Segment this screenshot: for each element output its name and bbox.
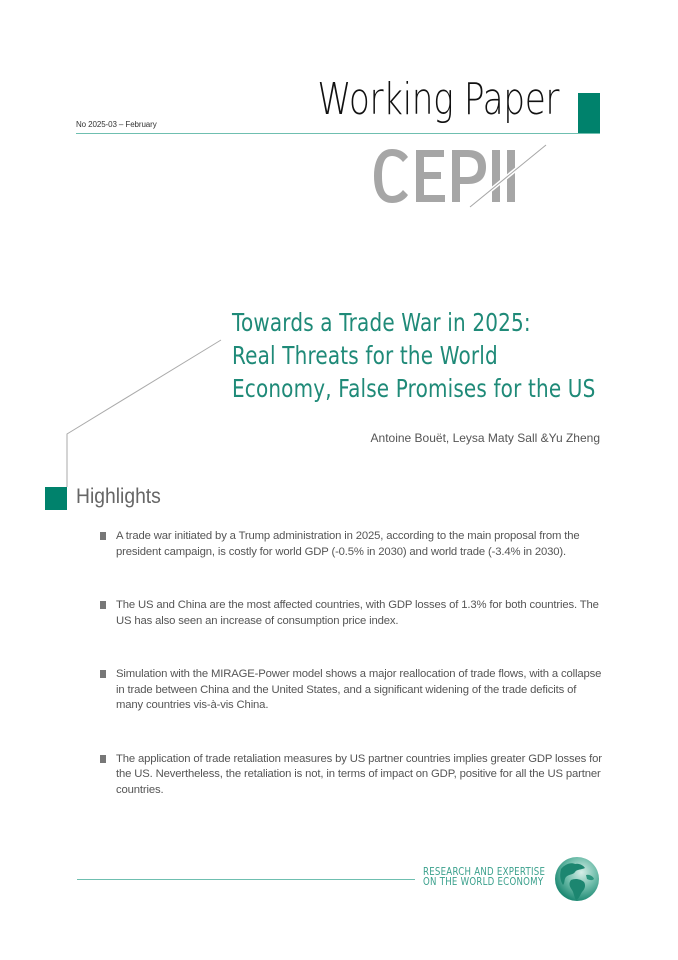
paper-title: Towards a Trade War in 2025: Real Threat… bbox=[232, 306, 595, 405]
highlight-item: The application of trade retaliation mea… bbox=[100, 752, 605, 799]
highlights-heading: Highlights bbox=[76, 485, 161, 508]
highlight-text: The application of trade retaliation mea… bbox=[116, 752, 602, 796]
tagline-line-2: ON THE WORLD ECONOMY bbox=[423, 876, 544, 888]
bullet-square-icon bbox=[100, 601, 106, 609]
footer-tagline: RESEARCH AND EXPERTISE ON THE WORLD ECON… bbox=[423, 866, 546, 888]
highlights-list: A trade war initiated by a Trump adminis… bbox=[100, 529, 605, 836]
highlight-text: Simulation with the MIRAGE-Power model s… bbox=[116, 668, 602, 711]
footer-divider bbox=[77, 879, 415, 880]
highlights-square bbox=[45, 487, 67, 510]
title-line-2: Real Threats for the World bbox=[232, 341, 498, 370]
tagline-line-1: RESEARCH AND EXPERTISE bbox=[423, 866, 546, 878]
title-line-1: Towards a Trade War in 2025: bbox=[232, 308, 531, 337]
highlight-text: A trade war initiated by a Trump adminis… bbox=[116, 530, 580, 558]
bullet-square-icon bbox=[100, 754, 106, 763]
authors: Antoine Bouët, Leysa Maty Sall &Yu Zheng bbox=[370, 431, 600, 445]
highlight-item: The US and China are the most affected c… bbox=[100, 598, 605, 629]
header-divider bbox=[76, 133, 600, 134]
series-title: Working Paper bbox=[317, 74, 560, 125]
cepii-logo bbox=[374, 143, 548, 209]
globe-icon bbox=[555, 857, 599, 901]
accent-square bbox=[578, 93, 600, 133]
highlight-item: Simulation with the MIRAGE-Power model s… bbox=[100, 667, 605, 714]
highlight-item: A trade war initiated by a Trump adminis… bbox=[100, 529, 605, 560]
highlight-text: The US and China are the most affected c… bbox=[116, 599, 599, 627]
issue-number: No 2025-03 – February bbox=[76, 120, 157, 129]
title-line-3: Economy, False Promises for the US bbox=[232, 374, 596, 403]
bullet-square-icon bbox=[100, 532, 106, 540]
bullet-square-icon bbox=[100, 670, 106, 678]
